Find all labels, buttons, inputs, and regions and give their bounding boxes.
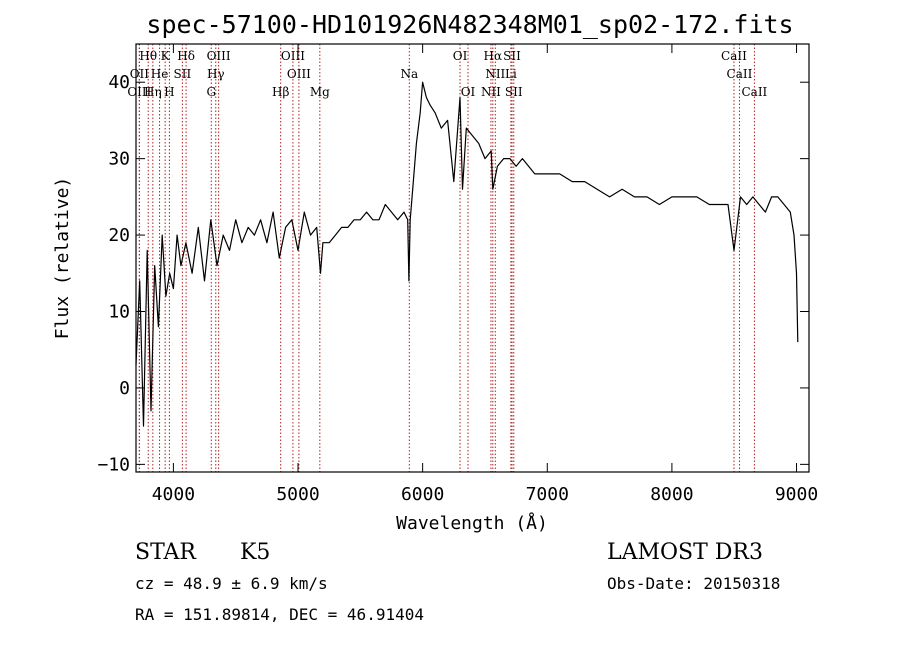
line-marker-label: OIII xyxy=(287,67,311,81)
line-marker-label: Hγ xyxy=(207,67,225,81)
line-marker-label: K xyxy=(161,49,171,63)
line-marker-label: Hα xyxy=(484,49,503,63)
x-tick-label: 8000 xyxy=(650,484,693,505)
line-marker-label: CaII xyxy=(727,67,753,81)
x-axis-label: Wavelength (Å) xyxy=(396,512,548,534)
object-class: STAR xyxy=(135,540,196,565)
line-marker-label: SII xyxy=(503,49,521,63)
object-subclass: K5 xyxy=(240,540,271,565)
y-axis: −10 0 10 20 30 40 xyxy=(97,72,809,475)
redshift-cz: cz = 48.9 ± 6.9 km/s xyxy=(135,574,328,593)
x-tick-label: 6000 xyxy=(401,484,444,505)
line-marker-label: OI xyxy=(453,49,468,63)
line-marker-label: OI xyxy=(461,85,476,99)
y-tick-label: 40 xyxy=(108,72,130,93)
x-tick-label: 7000 xyxy=(526,484,569,505)
x-tick-label: 5000 xyxy=(276,484,319,505)
line-marker-label: CaII xyxy=(721,49,747,63)
observation-date: Obs-Date: 20150318 xyxy=(607,574,781,593)
line-marker-label: Hθ xyxy=(139,49,157,63)
line-marker-label: Li xyxy=(505,67,517,81)
line-marker-label: Na xyxy=(400,67,418,81)
line-marker-label: Mg xyxy=(310,85,330,99)
line-marker-label: SII xyxy=(174,67,192,81)
line-marker-label: OIII xyxy=(281,49,305,63)
chart-title: spec-57100-HD101926N482348M01_sp02-172.f… xyxy=(146,10,793,39)
line-marker-label: G xyxy=(206,85,216,99)
line-marker-label: He xyxy=(151,67,169,81)
plot-frame xyxy=(135,43,810,473)
y-axis-label: Flux (relative) xyxy=(52,177,73,340)
line-marker-label: SII xyxy=(505,85,523,99)
x-tick-label: 4000 xyxy=(152,484,195,505)
line-marker-label: OIII xyxy=(127,85,151,99)
x-axis: 4000 5000 6000 7000 8000 9000 xyxy=(152,44,818,505)
line-marker-label: Hβ xyxy=(272,85,289,99)
line-marker-label: Hη xyxy=(144,85,162,99)
line-markers xyxy=(138,44,755,472)
ra-dec: RA = 151.89814, DEC = 46.91404 xyxy=(135,605,424,624)
line-marker-label: H xyxy=(164,85,174,99)
y-tick-label: 20 xyxy=(108,225,130,246)
line-marker-label: CaII xyxy=(741,85,767,99)
line-marker-label: Hδ xyxy=(177,49,195,63)
x-tick-label: 9000 xyxy=(775,484,818,505)
y-tick-label: 0 xyxy=(119,378,130,399)
y-tick-label: 10 xyxy=(108,302,130,323)
line-marker-label: NII xyxy=(481,85,501,99)
y-tick-label: 30 xyxy=(108,149,130,170)
spectrum-line xyxy=(135,81,799,427)
y-tick-label: −10 xyxy=(97,454,130,475)
line-marker-label: OII xyxy=(130,67,150,81)
survey-name: LAMOST DR3 xyxy=(607,540,763,565)
line-marker-label: NII xyxy=(485,67,505,81)
line-marker-label: OIII xyxy=(207,49,231,63)
